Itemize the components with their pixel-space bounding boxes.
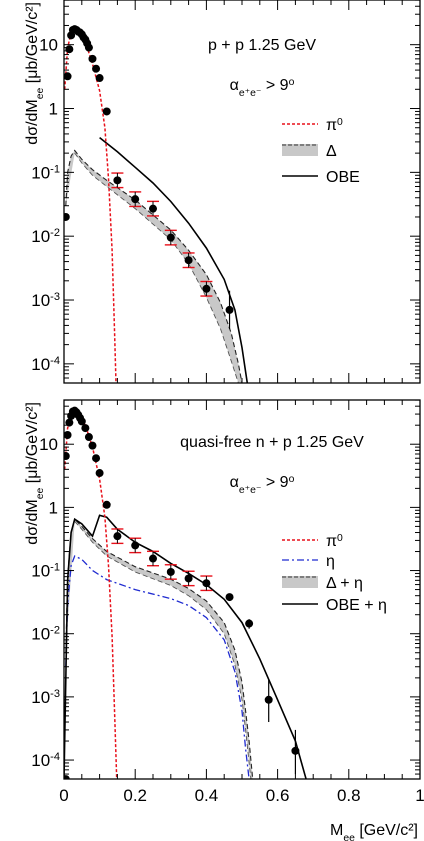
delta-band [65,150,242,383]
data-point [264,695,273,704]
data-point [64,452,70,461]
opening-angle-cut-label: αe⁺e⁻ > 9o [230,474,295,496]
data-point [149,204,157,213]
x-tick-label: 0 [59,786,68,805]
legend-swatch-band [282,576,318,588]
y-tick-label: 1 [49,498,58,517]
x-tick-label: 1 [415,786,424,805]
y-tick-label: 10 [39,435,58,454]
delta-band-lower-edge [74,521,252,779]
obe-curve [64,514,307,779]
obe-curve [99,136,249,383]
data-point [291,746,300,755]
data-point [184,256,193,265]
y-tick-label: 10 [39,36,58,55]
y-axis-label: dσ/dMee [μb/GeV/c²] [24,402,46,545]
data-point [184,574,193,583]
plot-frame [63,399,421,780]
legend-label: OBE [326,169,360,186]
x-tick-label: 0.4 [195,786,219,805]
data-point [202,284,211,293]
legend-label: Δ [326,143,337,160]
y-tick-label: 10-3 [31,688,60,707]
data-point [65,418,74,427]
legend-label: η [326,553,335,570]
data-point [65,45,74,54]
data-point [88,441,97,450]
data-point [64,775,70,779]
pi0-curve [64,30,117,383]
data-point [113,532,122,541]
data-point [84,433,93,442]
pi0-curve [64,413,118,779]
eta-curve [65,555,250,779]
y-tick-label: 10-2 [31,227,60,246]
y-axis-label: dσ/dMee [μb/GeV/c²] [24,2,46,145]
data-point [92,454,101,463]
y-tick-label: 10-3 [31,291,60,310]
data-point [64,430,72,439]
legend-label: π0 [326,117,343,135]
data-point [131,541,140,550]
y-tick-label: 10-4 [31,751,60,770]
legend-label: Δ + η [326,575,363,592]
data-point [88,54,97,63]
data-point [95,469,104,478]
legend-label: OBE + η [326,597,387,614]
data-point [131,195,140,204]
data-point [225,305,234,314]
data-point [149,554,157,563]
data-point [95,74,104,83]
x-tick-label: 0.6 [266,786,290,805]
legend-swatch-band [282,144,318,156]
data-point [77,417,86,426]
x-axis-label: Mee [GeV/c²] [330,822,418,841]
y-tick-label: 10-1 [31,163,60,182]
data-point [245,619,254,628]
opening-angle-cut-label: αe⁺e⁻ > 9o [230,77,295,99]
y-tick-label: 10-2 [31,625,60,644]
x-tick-label: 0.2 [123,786,147,805]
data-point [64,72,72,81]
panel-bottom-np: 10 1 10-1 10-2 10-3 10-4 0 0.2 0.4 0.6 0.8 1 Mee [Ge… [24,399,424,841]
plot-area [64,25,249,383]
reaction-label: p + p 1.25 GeV [208,37,316,54]
data-point [113,176,122,185]
y-tick-label: 1 [49,100,58,119]
reaction-label: quasi-free n + p 1.25 GeV [180,434,364,451]
data-point [102,107,111,116]
data-point [166,567,175,576]
data-point [92,64,101,73]
panel-top-pp: 10 1 10-1 10-2 10-3 10-4 dσ/dMee [μb/GeV/c²] p … [24,0,421,384]
delta-band [65,519,253,779]
y-tick-label: 10-1 [31,562,60,581]
plot-area [64,406,307,779]
data-point [225,593,234,602]
x-tick-label: 0.8 [337,786,361,805]
data-point [166,233,175,242]
data-point [81,424,90,433]
data-point [84,43,93,52]
data-point [102,500,111,509]
data-point [202,579,211,588]
y-tick-label: 10-4 [31,355,60,374]
delta-band-upper-edge [65,518,254,779]
legend-label: π0 [326,533,343,551]
delta-band-upper-edge [65,149,243,383]
